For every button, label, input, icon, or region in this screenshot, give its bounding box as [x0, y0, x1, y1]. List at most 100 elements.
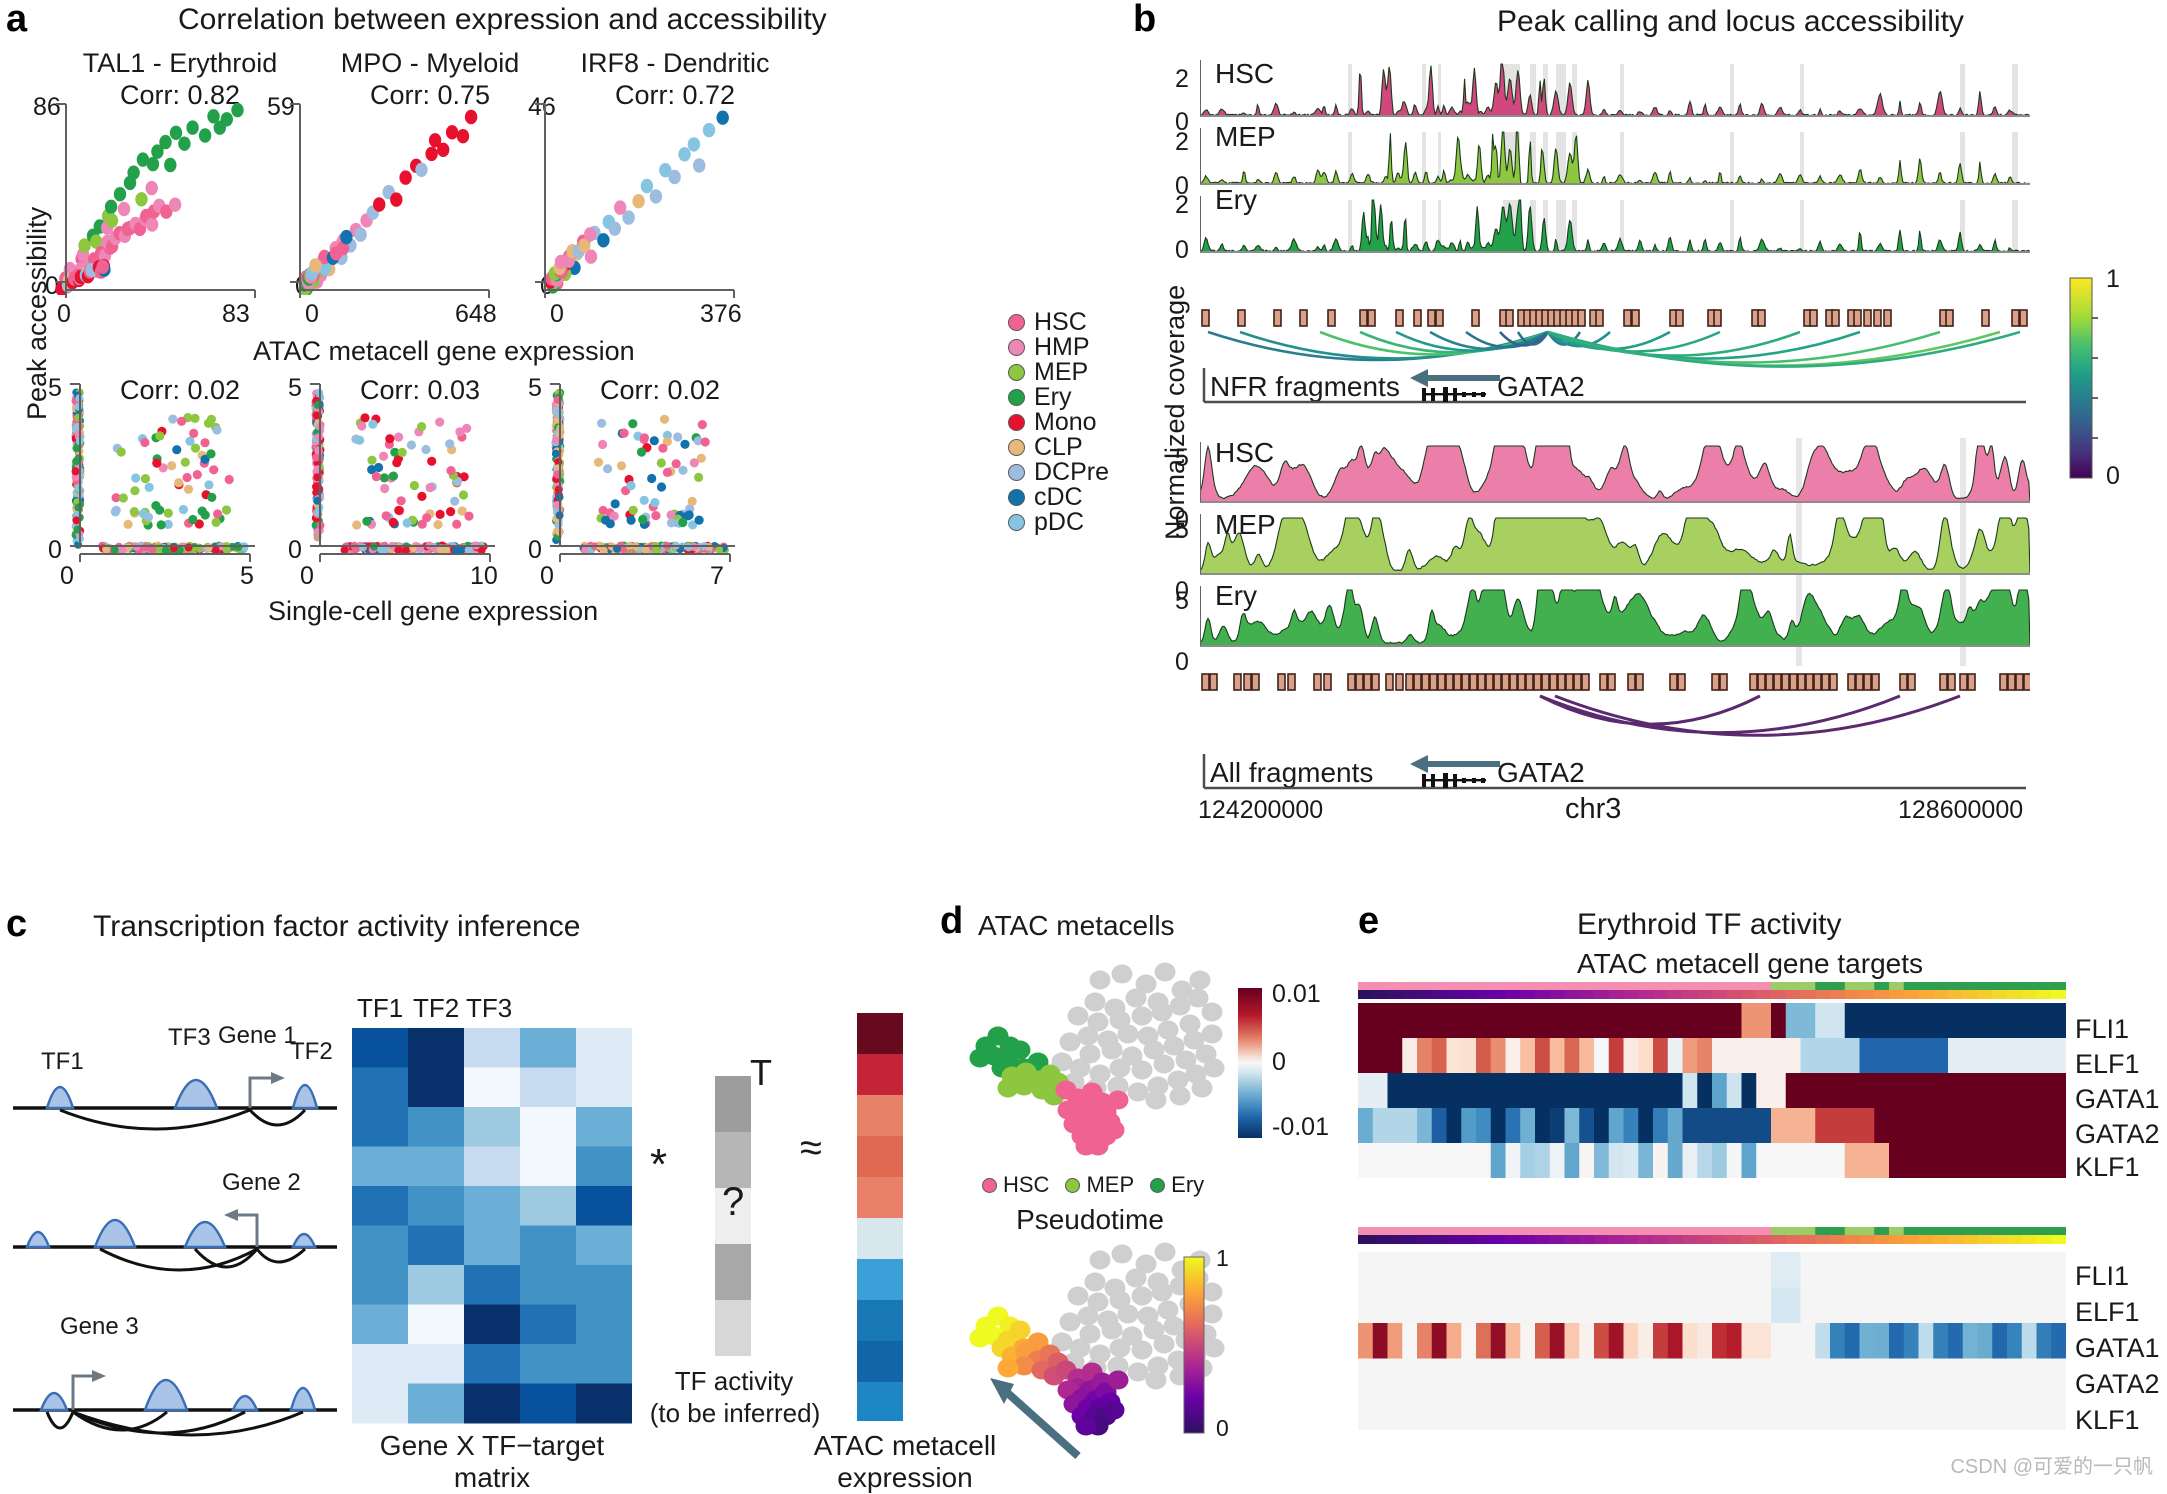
panel-c-transpose-symbol: T [750, 1052, 772, 1093]
panel-e-row-label-top-elf1: ELF1 [2075, 1049, 2140, 1079]
panel-b-track-label-mep-bot: MEP [1215, 509, 1276, 540]
panel-b-ery-ymin-bot: 0 [1175, 648, 1189, 676]
panel-c-tf-activity-caption-2: (to be inferred) [649, 1398, 821, 1428]
legend-label-hmp: HMP [1034, 333, 1090, 361]
panel-a-bottom3-corr: Corr: 0.02 [600, 375, 721, 405]
panel-c-multiply-symbol: * [650, 1140, 668, 1189]
panel-e-colorbar-mid: 0 [1272, 1048, 1286, 1076]
panel-d-letter: d [940, 900, 964, 942]
panel-a-bottom3-ymin: 0 [528, 536, 542, 564]
panel-e-row-label-bot-gata1: GATA1 [2075, 1333, 2160, 1363]
panel-c-question-symbol: ? [722, 1180, 745, 1224]
panel-b-hsc-ymax-bot: 5 [1175, 444, 1189, 472]
legend-item-pdc: pDC [1008, 508, 1109, 536]
legend-label-clp: CLP [1034, 433, 1083, 461]
legend-item-ery: Ery [1008, 383, 1109, 411]
legend-label-cdc: cDC [1034, 483, 1083, 511]
legend-dot-mep [1008, 364, 1025, 381]
panel-d-colorbar [1183, 1256, 1205, 1434]
panel-c-label-tf3: TF3 [168, 1024, 211, 1051]
panel-a-top-axes [56, 103, 735, 298]
panel-c-tf-activity-vector [715, 1076, 751, 1356]
panel-e-subtitle-top: ATAC metacell gene targets [1576, 948, 1923, 979]
panel-e-row-label-bot-klf1: KLF1 [2075, 1405, 2140, 1435]
panel-b-mep-ymax-bot: 5 [1175, 516, 1189, 544]
panel-e-row-label-top-klf1: KLF1 [2075, 1152, 2140, 1182]
panel-b-letter: b [1133, 0, 1157, 40]
panel-a-bottom1-xmax: 5 [240, 562, 254, 590]
panel-c-gene1-diagram [13, 1072, 337, 1131]
panel-e-colorbar [1238, 988, 1262, 1138]
panel-a-bottom1-ymin: 0 [48, 536, 62, 564]
legend-item-mep: MEP [1008, 358, 1109, 386]
panel-a-plot1-ymax: 86 [33, 93, 61, 121]
legend-item-dcpre: DCPre [1008, 458, 1109, 486]
panel-b-track-label-hsc-bot: HSC [1215, 437, 1275, 468]
panel-b-mep-ymin-top: 0 [1175, 172, 1189, 200]
pseudotime-arrow-icon [990, 1378, 1081, 1459]
panel-a-plot2-xmin: 0 [305, 300, 319, 328]
panel-c-label-gene3: Gene 3 [60, 1313, 139, 1340]
panel-b-hsc-ymax-top: 2 [1175, 65, 1189, 93]
legend-item-cdc: cDC [1008, 483, 1109, 511]
panel-e-row-label-top-fli1: FLI1 [2075, 1014, 2130, 1044]
panel-a-plot3-title: IRF8 - Dendritic [580, 48, 770, 78]
panel-b-hsc-ymin-bot: 0 [1175, 506, 1189, 534]
panel-c-label-tf2: TF2 [290, 1038, 333, 1065]
panel-d-colorbar-min: 0 [1216, 1415, 1229, 1441]
panel-b-colorbar [2069, 277, 2098, 479]
panel-a-scatter-mpo [300, 109, 478, 295]
panel-a-plot1-title: TAL1 - Erythroid [82, 48, 278, 78]
legend-item-clp: CLP [1008, 433, 1109, 461]
panel-c-matrix-col-tf1: TF1 [357, 993, 404, 1023]
panel-c-label-gene1: Gene 1 [218, 1022, 297, 1049]
panel-b-all-gene-axis [1202, 754, 2026, 790]
panel-a-bottom3-xmax: 7 [710, 562, 724, 590]
panel-a-bottom2-ymin: 0 [288, 536, 302, 564]
panel-d-legend-dot-hsc [982, 1177, 997, 1193]
legend-dot-ery [1008, 389, 1025, 406]
panel-e-row-label-top-gata2: GATA2 [2075, 1119, 2160, 1149]
panel-b-track-label-ery-top: Ery [1215, 184, 1257, 215]
panel-a-plot3-ymax: 46 [528, 93, 556, 121]
panel-a-top-x-label: ATAC metacell gene expression [253, 336, 635, 366]
legend-dot-cdc [1008, 489, 1025, 506]
panel-c-matrix-heatmap [352, 1028, 632, 1424]
panel-d-pseudotime-title: Pseudotime [1016, 1204, 1164, 1235]
panel-a-plot3-corr: Corr: 0.72 [614, 80, 736, 110]
panel-b-coord-start: 124200000 [1198, 796, 1324, 824]
gata2-gene-model [1422, 387, 1486, 402]
panel-e-colorbar-max: 0.01 [1272, 980, 1321, 1008]
gata2-gene-model-2 [1422, 773, 1486, 788]
panel-a-letter: a [6, 0, 28, 40]
panel-d-legend-label-hsc: HSC [1003, 1172, 1050, 1197]
panel-c-tf-activity-caption-1: TF activity [674, 1366, 794, 1396]
panel-d-title: ATAC metacells [978, 910, 1175, 941]
legend-dot-pdc [1008, 514, 1025, 531]
panel-b-top-peaks-loops [1201, 309, 2028, 368]
watermark: CSDN @可爱的一只帆 [1950, 1456, 2153, 1478]
panel-a-bottom3-xmin: 0 [540, 562, 554, 590]
panel-c-expression-vector [857, 1013, 903, 1421]
panel-c-matrix-caption-1: Gene X TF−target [379, 1430, 605, 1461]
legend-item-hsc: HSC [1008, 308, 1109, 336]
panel-a-legend: HSC HMP MEP Ery Mono CLP DCPre cDC pDC [1008, 308, 1109, 536]
panel-b-bottom-tracks [1200, 438, 2030, 666]
panel-b-mep-ymin-bot: 0 [1175, 577, 1189, 605]
panel-a-plot1-xmax: 83 [222, 300, 250, 328]
panel-e-row-label-bot-fli1: FLI1 [2075, 1261, 2130, 1291]
panel-a-title: Correlation between expression and acces… [178, 3, 827, 36]
legend-item-mono: Mono [1008, 408, 1109, 436]
panel-d-legend-dot-ery [1150, 1177, 1166, 1193]
panel-b-all-fragments-label: All fragments [1210, 757, 1374, 788]
panel-a-plot2-corr: Corr: 0.75 [369, 80, 491, 110]
legend-dot-dcpre [1008, 464, 1025, 481]
panel-e-top-annotation-bars [1358, 982, 2066, 999]
panel-e-row-label-bot-elf1: ELF1 [2075, 1297, 2140, 1327]
gata2-arrow-icon [1410, 369, 1500, 387]
panel-a-plot2-ymax: 59 [267, 93, 295, 121]
panel-c-title: Transcription factor activity inference [93, 910, 581, 943]
legend-label-hsc: HSC [1034, 308, 1087, 336]
panel-c-letter: c [6, 903, 28, 945]
panel-e-heatmap-top [1358, 1003, 2066, 1178]
